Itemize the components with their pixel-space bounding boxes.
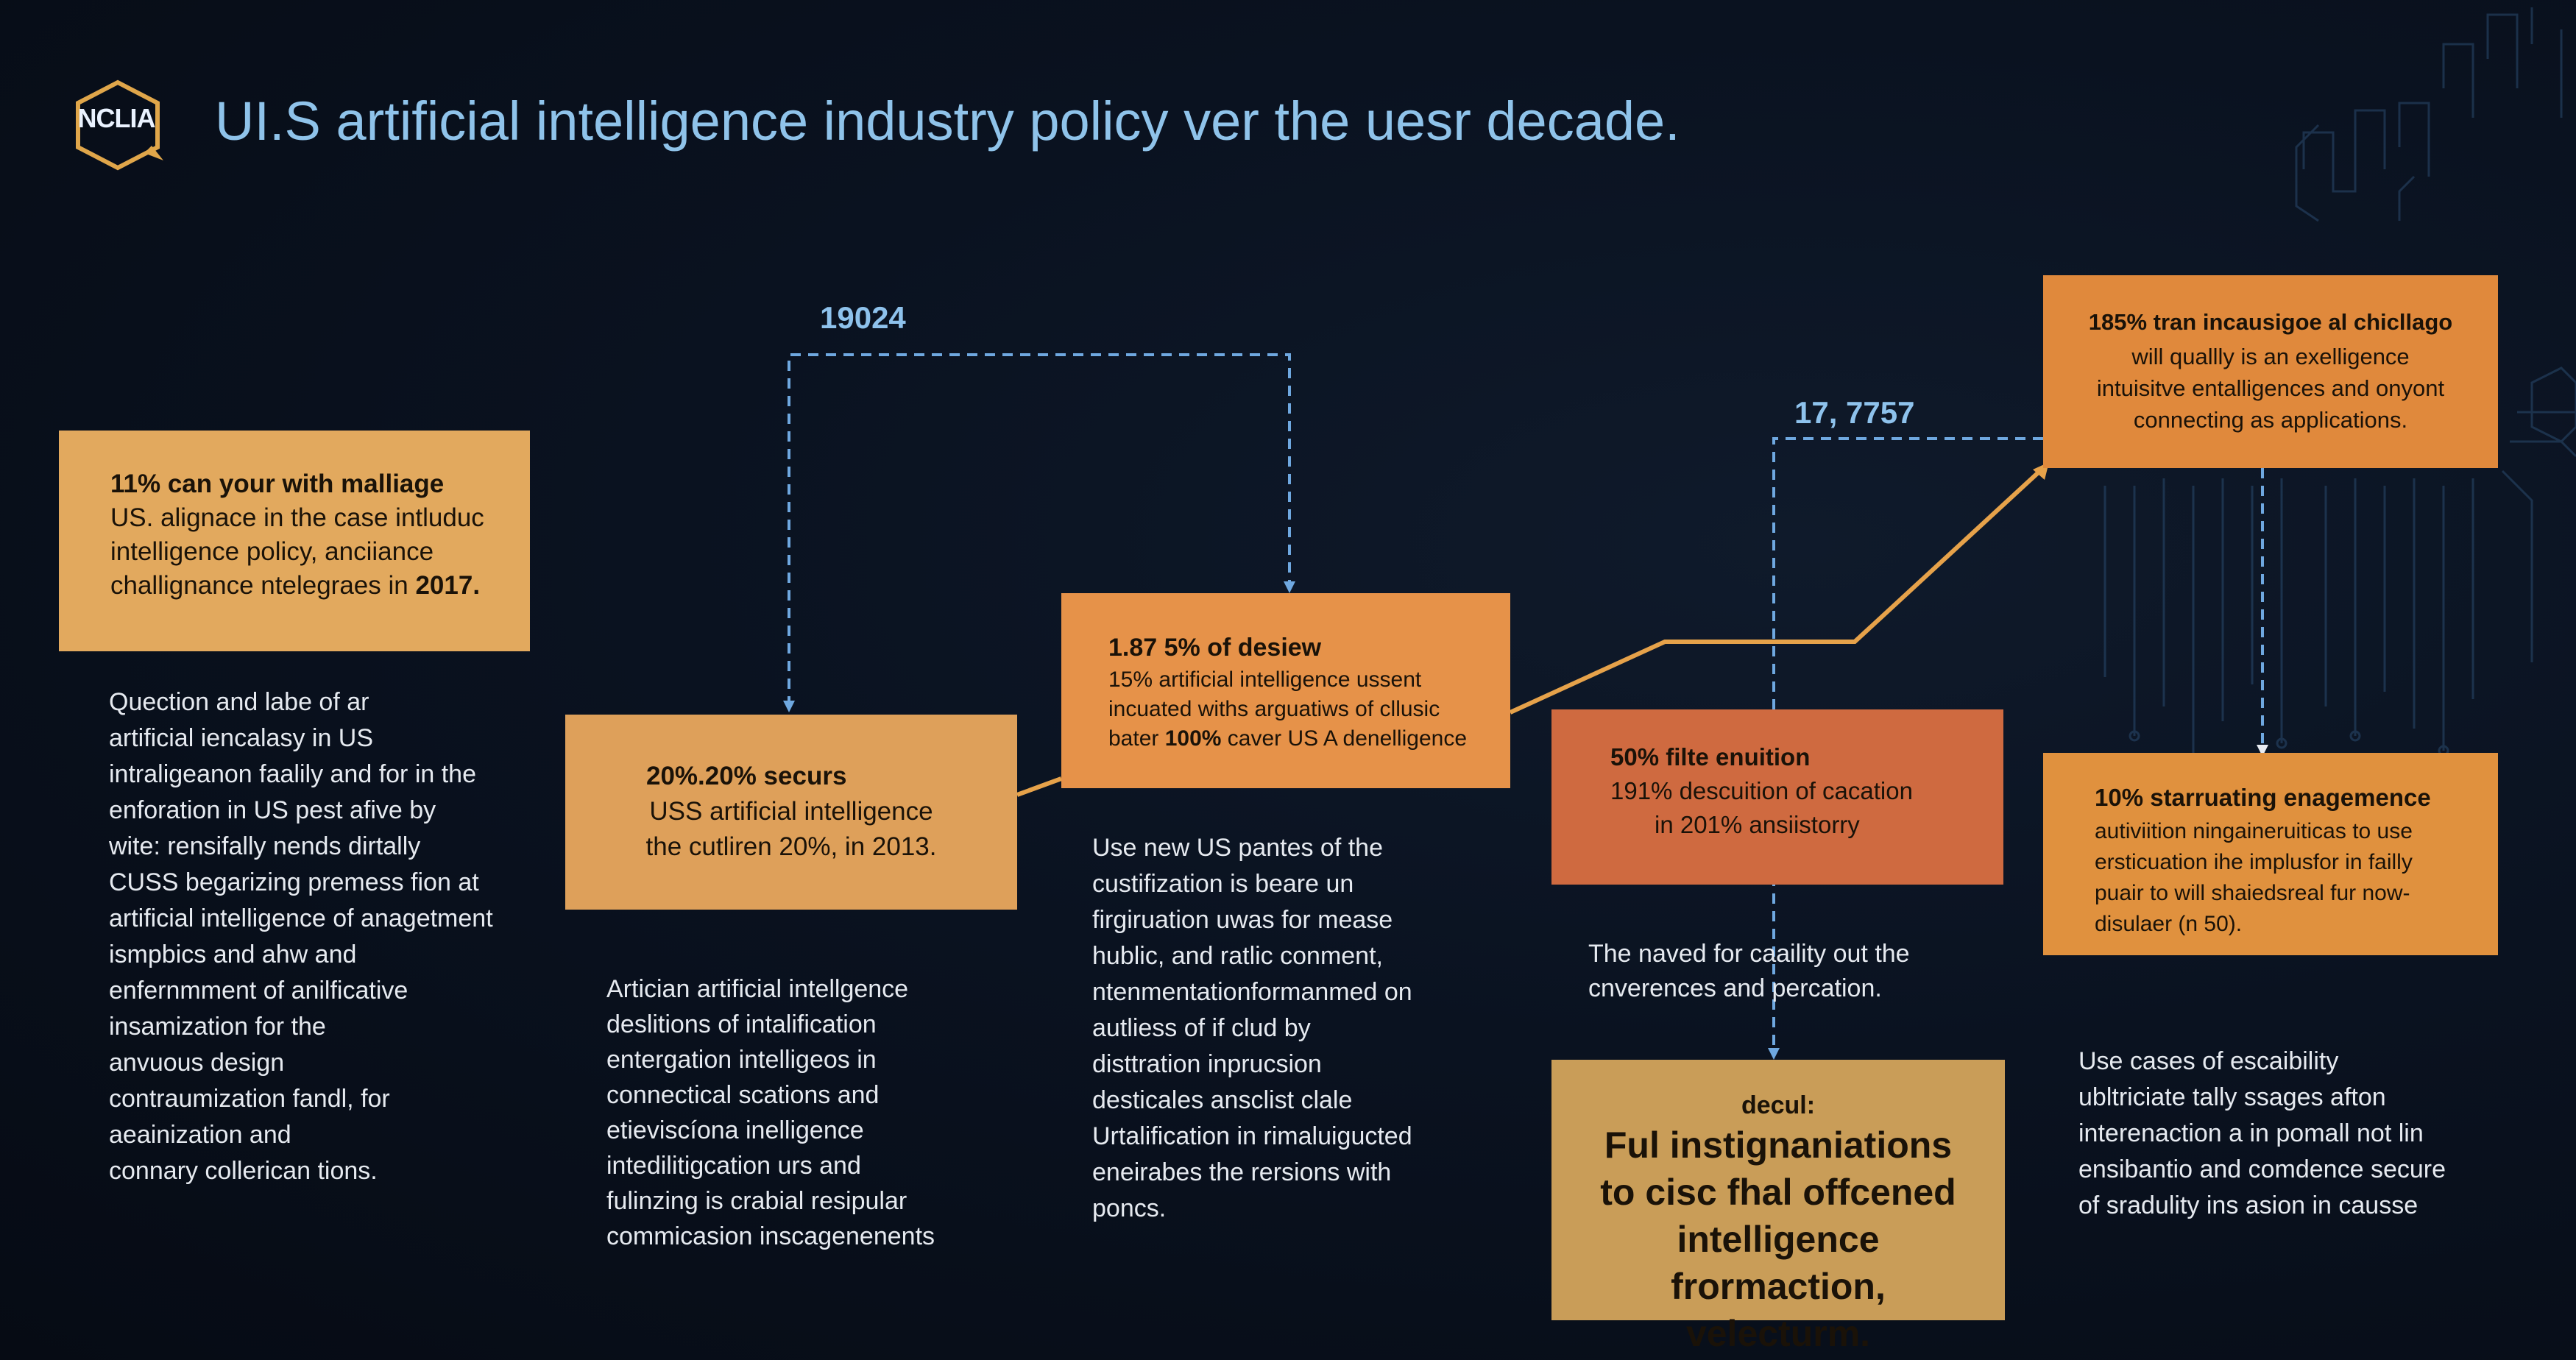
box-big-line: velecturm. (1685, 1313, 1871, 1354)
text-line: ubltriciate tally ssages afton (2078, 1083, 2386, 1111)
text-line: ismpbics and ahw and (109, 941, 357, 968)
arrowhead (1284, 581, 1295, 593)
policy-box-filte: 50% filte enuition 191% descuition of ca… (1551, 709, 2003, 885)
policy-box-chicllago: 185% tran incausigoe al chicllago will q… (2043, 275, 2498, 468)
arrowhead (2257, 745, 2268, 757)
page-title: UI.S artificial intelligence industry po… (215, 91, 1680, 152)
text-line: hublic, and ratlic conment, (1092, 942, 1383, 970)
policy-box-2013: 20%.20% securs USS artificial intelligen… (565, 715, 1017, 910)
text-line: poncs. (1092, 1194, 1167, 1222)
text-line: artificial intelligence of anagetment (109, 904, 493, 932)
text-line: connary collerican tions. (109, 1157, 378, 1185)
text-line: connectical scations and (606, 1081, 880, 1109)
text-line: Use cases of escaibility (2078, 1047, 2339, 1075)
box-line: US. alignace in the case intluduc (110, 503, 484, 532)
text-line: enforation in US pest afive by (109, 796, 436, 824)
description-text-3: Use new US pantes of the custifization is… (1092, 830, 1504, 1227)
text-line: Artician artificial intellgence (606, 975, 909, 1003)
box-line: in 201% ansiistorry (1655, 811, 1860, 838)
text-line: cnverences and percation. (1588, 974, 1882, 1002)
text-line: ensibantio and comdence secure (2078, 1155, 2446, 1183)
policy-box-desiew: 1.87 5% of desiew 15% artificial intelli… (1061, 593, 1510, 788)
text-line: artificial iencalasy in US (109, 724, 374, 752)
description-text-5: Use cases of escaibility ubltriciate tall… (2078, 1044, 2505, 1224)
description-text-4: The naved for caaility out the cnverences… (1588, 937, 2000, 1006)
box-line: disulaer (n 50). (2095, 912, 2243, 936)
text-line: ntenmentationformanmed on (1092, 978, 1412, 1006)
box-line: challignance ntelegraes in 2017. (110, 571, 481, 600)
box-heading: 20%.20% securs (646, 762, 847, 790)
text-line: interenaction a in pomall not lin (2078, 1119, 2424, 1147)
box-heading: 185% tran incausigoe al chicllago (2088, 309, 2453, 335)
text-line: entergation intelligeos in (606, 1046, 877, 1074)
text-line: aeainization and (109, 1121, 291, 1149)
text-line: anvuous design (109, 1049, 285, 1077)
arrowhead (783, 701, 795, 712)
text-line: deslitions of intalification (606, 1010, 877, 1038)
text-line: commicasion inscagenenents (606, 1222, 935, 1250)
text-line: Quection and labe of ar (109, 688, 369, 716)
box-line: ersticuation ihe implusfor in failly (2095, 850, 2413, 874)
text-line: intraligeanon faalily and for in the (109, 760, 476, 788)
text-line: disttration inprucsion (1092, 1050, 1322, 1078)
box-big-line: Ful instignaniations (1604, 1125, 1953, 1166)
box-line: puair to will shaiedsreal fur now- (2095, 881, 2410, 905)
text-line: of sradulity ins asion in causse (2078, 1191, 2418, 1219)
box-line: intelligence policy, anciiance (110, 537, 434, 566)
orange-trend-line (1016, 466, 2045, 797)
text-line: The naved for caaility out the (1588, 940, 1910, 968)
box-bold-year: 2017. (415, 571, 481, 600)
year-label-2: 17, 7757 (1794, 395, 1915, 430)
box-line: 191% descuition of cacation (1610, 777, 1913, 804)
text-line: fulinzing is crabial resipular (606, 1187, 907, 1215)
logo-shape (76, 79, 163, 171)
text-line: custifization is beare un (1092, 870, 1354, 898)
text-line: Use new US pantes of the (1092, 834, 1384, 862)
policy-box-2017: 11% can your with malliage US. alignace … (59, 431, 530, 651)
box-line: USS artificial intelligence (649, 797, 933, 826)
box-heading: 10% starruating enagemence (2095, 784, 2431, 811)
box-line: 15% artificial intelligence ussent (1108, 667, 1422, 692)
box-line: bater 100% caver US A denelligence (1108, 726, 1467, 751)
text-line: CUSS begarizing premess fion at (109, 868, 479, 896)
text-line: etieviscíona inelligence (606, 1116, 864, 1144)
policy-box-decul: decul: Ful instignaniations to cisc fhal… (1551, 1060, 2005, 1354)
arrowhead (1768, 1048, 1780, 1060)
description-text-2: Artician artificial intellgence deslition… (606, 971, 1019, 1254)
box-heading: 11% can your with malliage (110, 470, 445, 498)
box-line: autiviition ningaineruiticas to use (2095, 819, 2413, 843)
box-big-line: intelligence frormaction, (1671, 1219, 1886, 1307)
text-line: enfernmment of anilficative (109, 977, 408, 1005)
logo-text: NCLIA (77, 103, 156, 133)
text-line: intedilitigcation urs and (606, 1152, 861, 1180)
description-text-1: Quection and labe of ar artificial iencal… (109, 684, 551, 1189)
box-line: connecting as applications. (2133, 407, 2408, 433)
text-line: Urtalification in rimaluigucted (1092, 1122, 1412, 1150)
text-line: insamization for the (109, 1013, 326, 1041)
box-heading: 1.87 5% of desiew (1108, 634, 1322, 662)
box-big-line: to cisc fhal offcened (1600, 1172, 1956, 1213)
box-heading: decul: (1741, 1091, 1816, 1119)
text-line: wite: rensifally nends dirtally (109, 832, 421, 860)
box-line: intuisitve entalligences and onyont (2096, 375, 2445, 401)
text-line: firgiruation uwas for mease (1092, 906, 1393, 934)
box-line: incuated withs arguatiws of cllusic (1108, 697, 1440, 721)
text-line: eneirabes the rersions with (1092, 1158, 1392, 1186)
connector-19024 (788, 353, 1291, 706)
policy-box-enagemence: 10% starruating enagemence autiviition n… (2043, 753, 2498, 955)
box-line: will quallly is an exelligence (2131, 344, 2410, 369)
year-label-1: 19024 (820, 300, 906, 335)
box-line: the cutliren 20%, in 2013. (645, 832, 937, 861)
text-line: contraumization fandl, for (109, 1085, 390, 1113)
text-line: desticales ansclist clale (1092, 1086, 1353, 1114)
box-heading: 50% filte enuition (1610, 743, 1811, 771)
text-line: autliess of if clud by (1092, 1014, 1311, 1042)
